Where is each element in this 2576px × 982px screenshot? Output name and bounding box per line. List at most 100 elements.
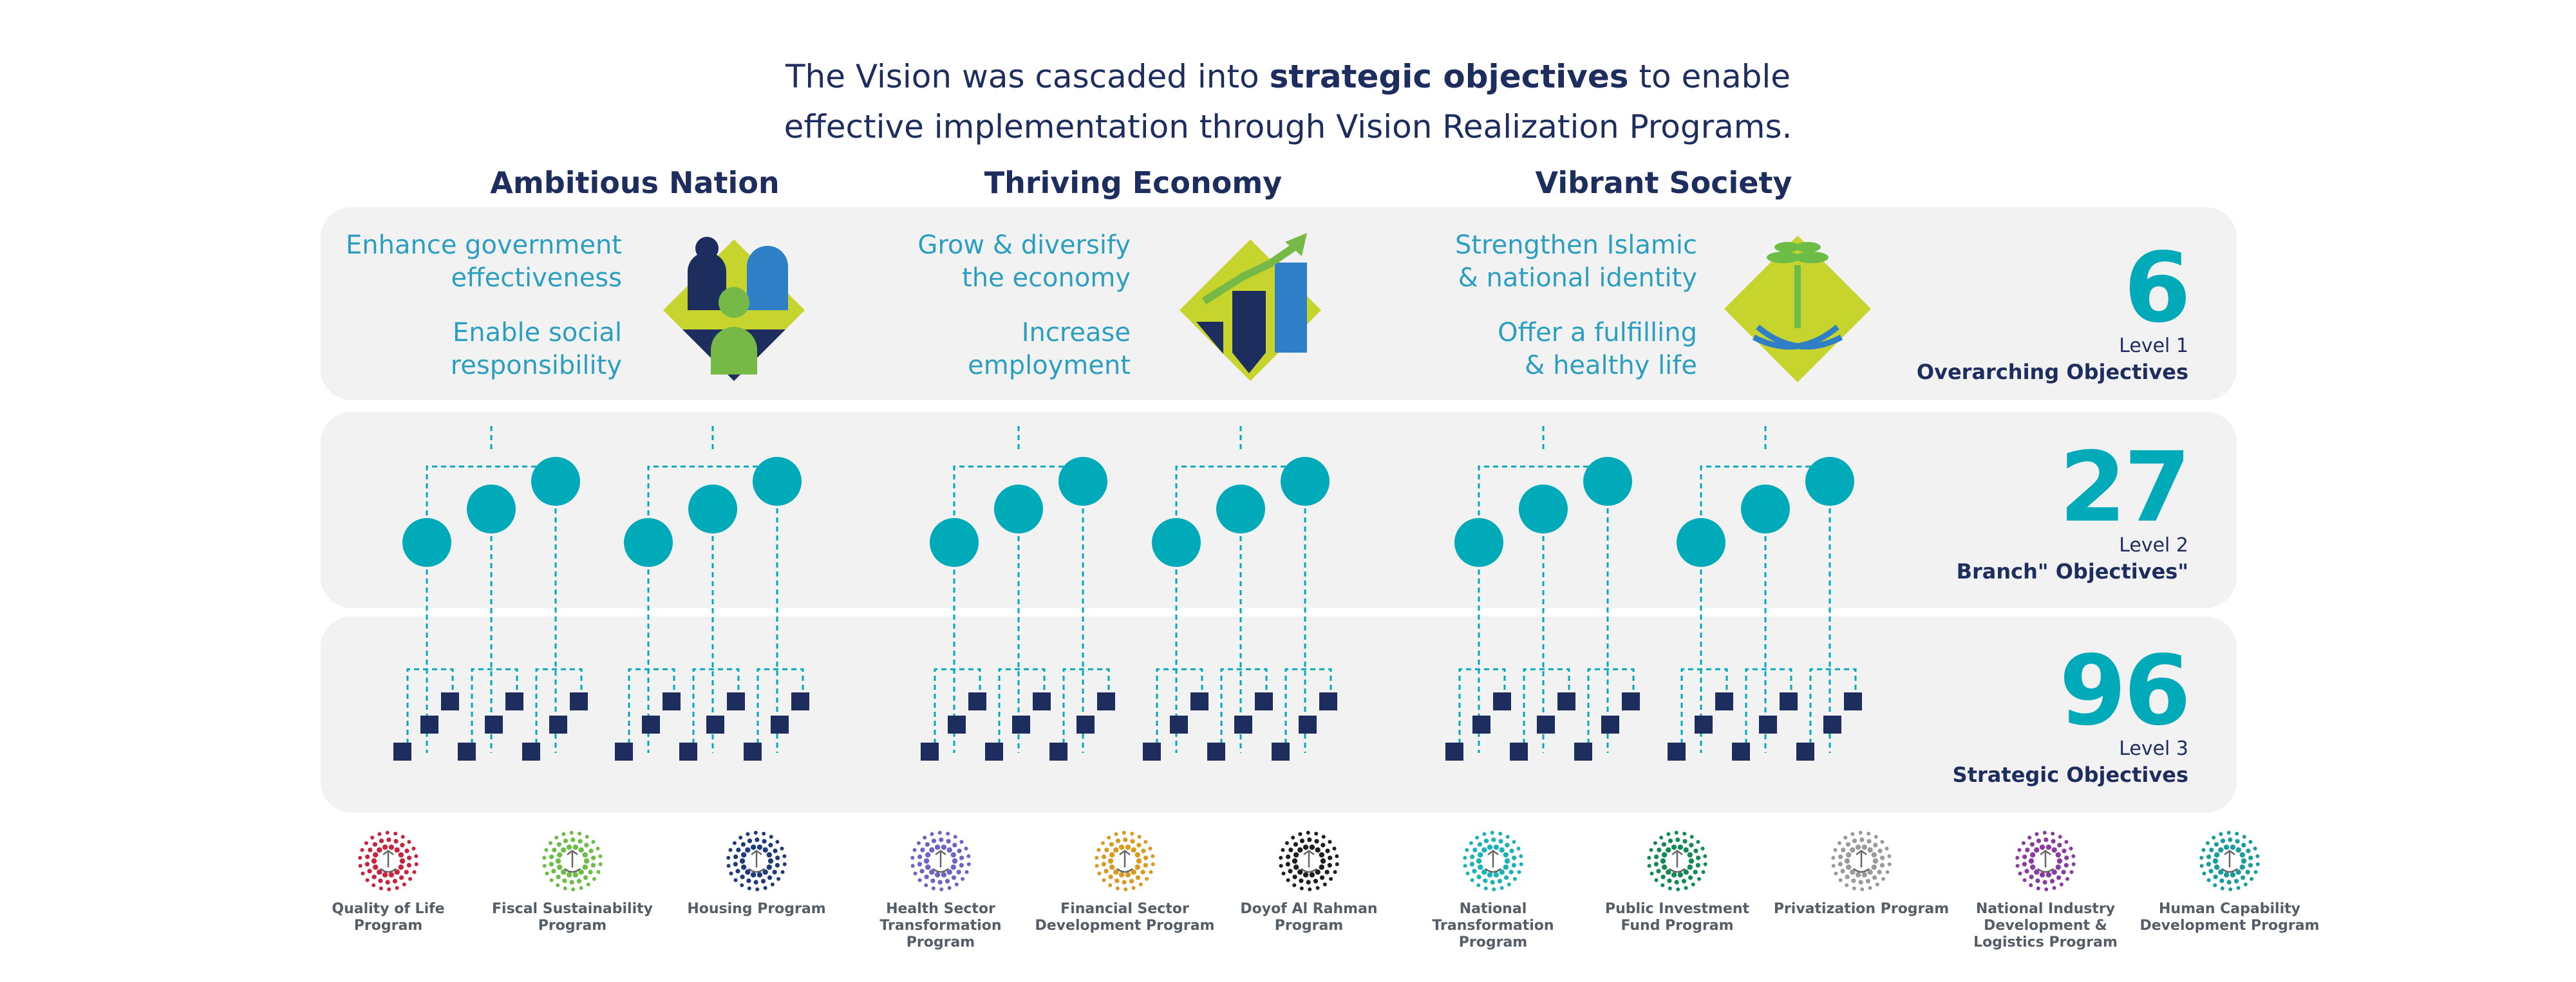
wreath-dot xyxy=(1834,871,1838,876)
wreath-dot xyxy=(1292,883,1297,887)
program-quality-of-life[interactable]: Quality of Life Program xyxy=(298,830,478,934)
wreath-dot xyxy=(1861,872,1868,878)
program-label: Public Investment xyxy=(1604,901,1750,917)
wreath-dot xyxy=(1693,848,1698,853)
strategic-objective-node xyxy=(615,743,633,761)
wreath-dot xyxy=(912,848,917,852)
wreath-dot xyxy=(925,842,930,847)
wreath-dot xyxy=(2052,885,2056,890)
wreath-dot xyxy=(2248,862,2253,868)
wreath-dot xyxy=(414,862,418,867)
wreath-dot xyxy=(371,858,377,864)
wreath-dot xyxy=(2208,869,2214,874)
level-3-count: 96 xyxy=(2059,635,2191,747)
wreath-dot xyxy=(1517,870,1521,875)
wreath-dot xyxy=(773,848,778,853)
wreath-dot xyxy=(1877,869,1882,875)
wreath-dot xyxy=(924,875,929,880)
wreath-dot xyxy=(1880,840,1885,844)
program-national-industry[interactable]: National Industry Development & Logistics … xyxy=(1955,830,2136,951)
strategic-objective-node xyxy=(1510,743,1528,761)
wreath-dot xyxy=(554,835,559,840)
program-fiscal-sustainability[interactable]: Fiscal Sustainability Program xyxy=(482,830,663,934)
program-label: Logistics Program xyxy=(1973,934,2118,950)
wreath-dot xyxy=(2220,838,2226,844)
level-2-band xyxy=(321,412,2237,608)
objective-enable-social: Enable social responsibility xyxy=(261,317,622,382)
wreath-dot xyxy=(1874,835,1878,839)
wreath-dot xyxy=(1700,846,1705,851)
strategic-objective-node xyxy=(1557,692,1575,710)
wreath-dot xyxy=(370,835,375,840)
program-privatization[interactable]: Privatization Program xyxy=(1771,830,1951,918)
wreath-dot xyxy=(939,837,944,842)
wreath-dot xyxy=(1123,887,1128,891)
wreath-dot xyxy=(2042,880,2047,885)
strategic-objective-node xyxy=(968,692,986,710)
wreath-dot xyxy=(563,838,569,844)
wreath-dot xyxy=(2226,831,2231,835)
wreath-dot xyxy=(1656,869,1661,874)
wreath-dot xyxy=(1477,864,1483,870)
wreath-dot xyxy=(763,885,767,890)
program-financial-sector[interactable]: Financial Sector Development Program xyxy=(1035,830,1215,934)
strategic-objective-node xyxy=(1622,692,1640,710)
wreath-dot xyxy=(1137,835,1142,839)
wreath-dot xyxy=(946,838,951,844)
wreath-dot xyxy=(1674,880,1679,885)
wreath-dot xyxy=(746,878,751,884)
intro-line-1: The Vision was cascaded into strategic o… xyxy=(0,51,2576,102)
wreath-dot xyxy=(919,869,925,874)
wreath-dot xyxy=(1855,844,1861,850)
wreath-dot xyxy=(1838,854,1843,860)
emblem-mark xyxy=(564,849,581,873)
strategic-objective-node xyxy=(948,716,966,734)
wreath-dot xyxy=(951,875,957,880)
wreath-dot xyxy=(400,842,405,848)
wreath-dot xyxy=(1701,870,1706,875)
growth-chart-icon xyxy=(1180,233,1321,381)
program-label: Human Capability xyxy=(2159,901,2300,917)
wreath-dot xyxy=(1851,878,1856,884)
wreath-dot xyxy=(1476,883,1481,887)
wreath-dot xyxy=(1513,876,1518,881)
objective-line: effectiveness xyxy=(451,263,623,293)
wreath-dot xyxy=(379,886,383,891)
program-housing[interactable]: Housing Program xyxy=(666,830,847,918)
level-1-count: 6 xyxy=(2123,232,2191,344)
wreath-dot xyxy=(1844,858,1850,864)
program-national-transformation[interactable]: National Transformation Program xyxy=(1403,830,1583,951)
wreath-dot xyxy=(1136,842,1142,848)
wreath-dot xyxy=(2223,872,2230,878)
wreath-dot xyxy=(402,882,406,887)
wreath-dot xyxy=(592,876,597,881)
wreath-dot xyxy=(2018,871,2022,876)
program-health-sector[interactable]: Health Sector Transformation Program xyxy=(851,830,1031,951)
wreath-dot xyxy=(1115,838,1121,844)
branch-objective-node xyxy=(402,518,451,567)
wreath-dot xyxy=(946,869,952,875)
strategic-objective-node xyxy=(1076,716,1095,734)
program-human-capability[interactable]: Human Capability Development Program xyxy=(2139,830,2320,934)
wreath-dot xyxy=(2028,858,2035,864)
wreath-dot xyxy=(956,869,961,875)
program-doyof-al-rahman[interactable]: Doyof Al Rahman Program xyxy=(1219,830,1399,934)
wreath-dot xyxy=(562,878,567,884)
wreath-dot xyxy=(598,862,603,867)
wreath-dot xyxy=(1872,858,1879,864)
wreath-dot xyxy=(1279,864,1283,868)
wreath-dot xyxy=(1703,862,1707,867)
wreath-dot xyxy=(959,855,964,860)
program-logo-icon xyxy=(1279,831,1339,891)
wreath-dot xyxy=(746,832,750,837)
intro-text: The Vision was cascaded into xyxy=(785,58,1270,95)
wreath-dot xyxy=(766,864,773,870)
tree-connector xyxy=(1220,509,1268,753)
wreath-dot xyxy=(2029,852,2036,858)
program-public-investment-fund[interactable]: Public Investment Fund Program xyxy=(1587,830,1767,934)
strategic-objective-node xyxy=(1319,692,1337,710)
wreath-dot xyxy=(939,887,944,891)
strategic-objective-node xyxy=(1272,743,1290,761)
strategic-objective-node xyxy=(570,692,588,710)
wreath-dot xyxy=(1666,847,1671,853)
